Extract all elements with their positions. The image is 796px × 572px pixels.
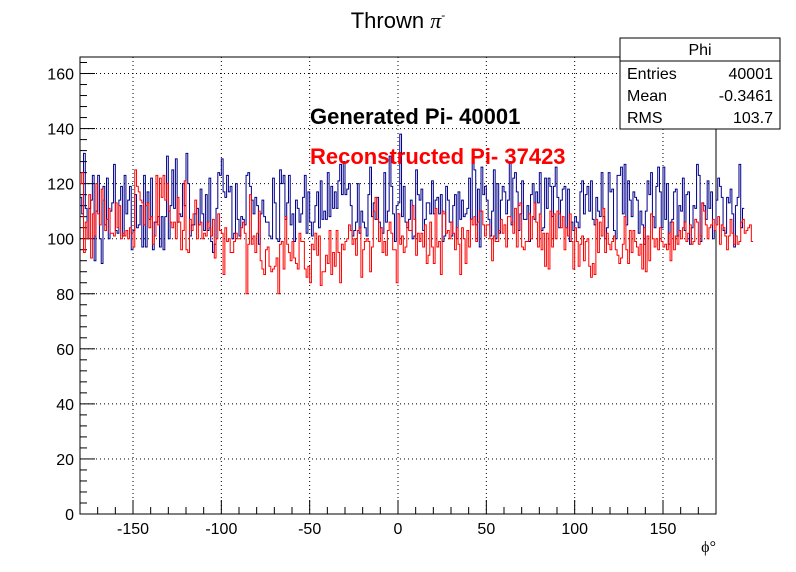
y-tick-label: 0 (65, 507, 74, 524)
chart-title: Thrown π- (351, 8, 446, 33)
annotation-generated: Generated Pi- 40001 (310, 104, 520, 129)
y-tick-label: 140 (47, 122, 74, 139)
stats-rms-label: RMS (627, 110, 663, 127)
series-group (80, 133, 754, 295)
stats-title: Phi (688, 42, 711, 59)
x-tick-label: 100 (561, 521, 588, 538)
grid (80, 57, 716, 515)
y-tick-label: 120 (47, 177, 74, 194)
y-tick-label: 160 (47, 67, 74, 84)
stats-box: Phi Entries 40001 Mean -0.3461 RMS 103.7 (619, 37, 781, 130)
reconstructed-histogram-series (80, 169, 754, 295)
x-tick-label: 150 (650, 521, 677, 538)
x-tick-label: -50 (298, 521, 321, 538)
y-tick-label: 100 (47, 232, 74, 249)
y-tick-label: 20 (56, 452, 74, 469)
x-axis-label: ϕ° (701, 539, 716, 556)
stats-rms-value: 103.7 (733, 110, 773, 127)
y-tick-label: 80 (56, 287, 74, 304)
x-axis: -150 -100 -50 0 50 100 150 (97, 500, 699, 538)
y-tick-label: 40 (56, 397, 74, 414)
x-tick-label: 50 (477, 521, 495, 538)
x-tick-label: -150 (117, 521, 149, 538)
x-tick-label: -100 (205, 521, 237, 538)
x-tick-label: 0 (394, 521, 403, 538)
stats-mean-label: Mean (627, 88, 667, 105)
annotation-reconstructed: Reconstructed Pi- 37423 (310, 144, 566, 169)
stats-entries-value: 40001 (729, 66, 774, 83)
stats-entries-label: Entries (627, 66, 677, 83)
y-tick-label: 60 (56, 342, 74, 359)
stats-mean-value: -0.3461 (719, 88, 773, 105)
y-axis: 0 20 40 60 80 100 120 140 160 (47, 62, 95, 524)
